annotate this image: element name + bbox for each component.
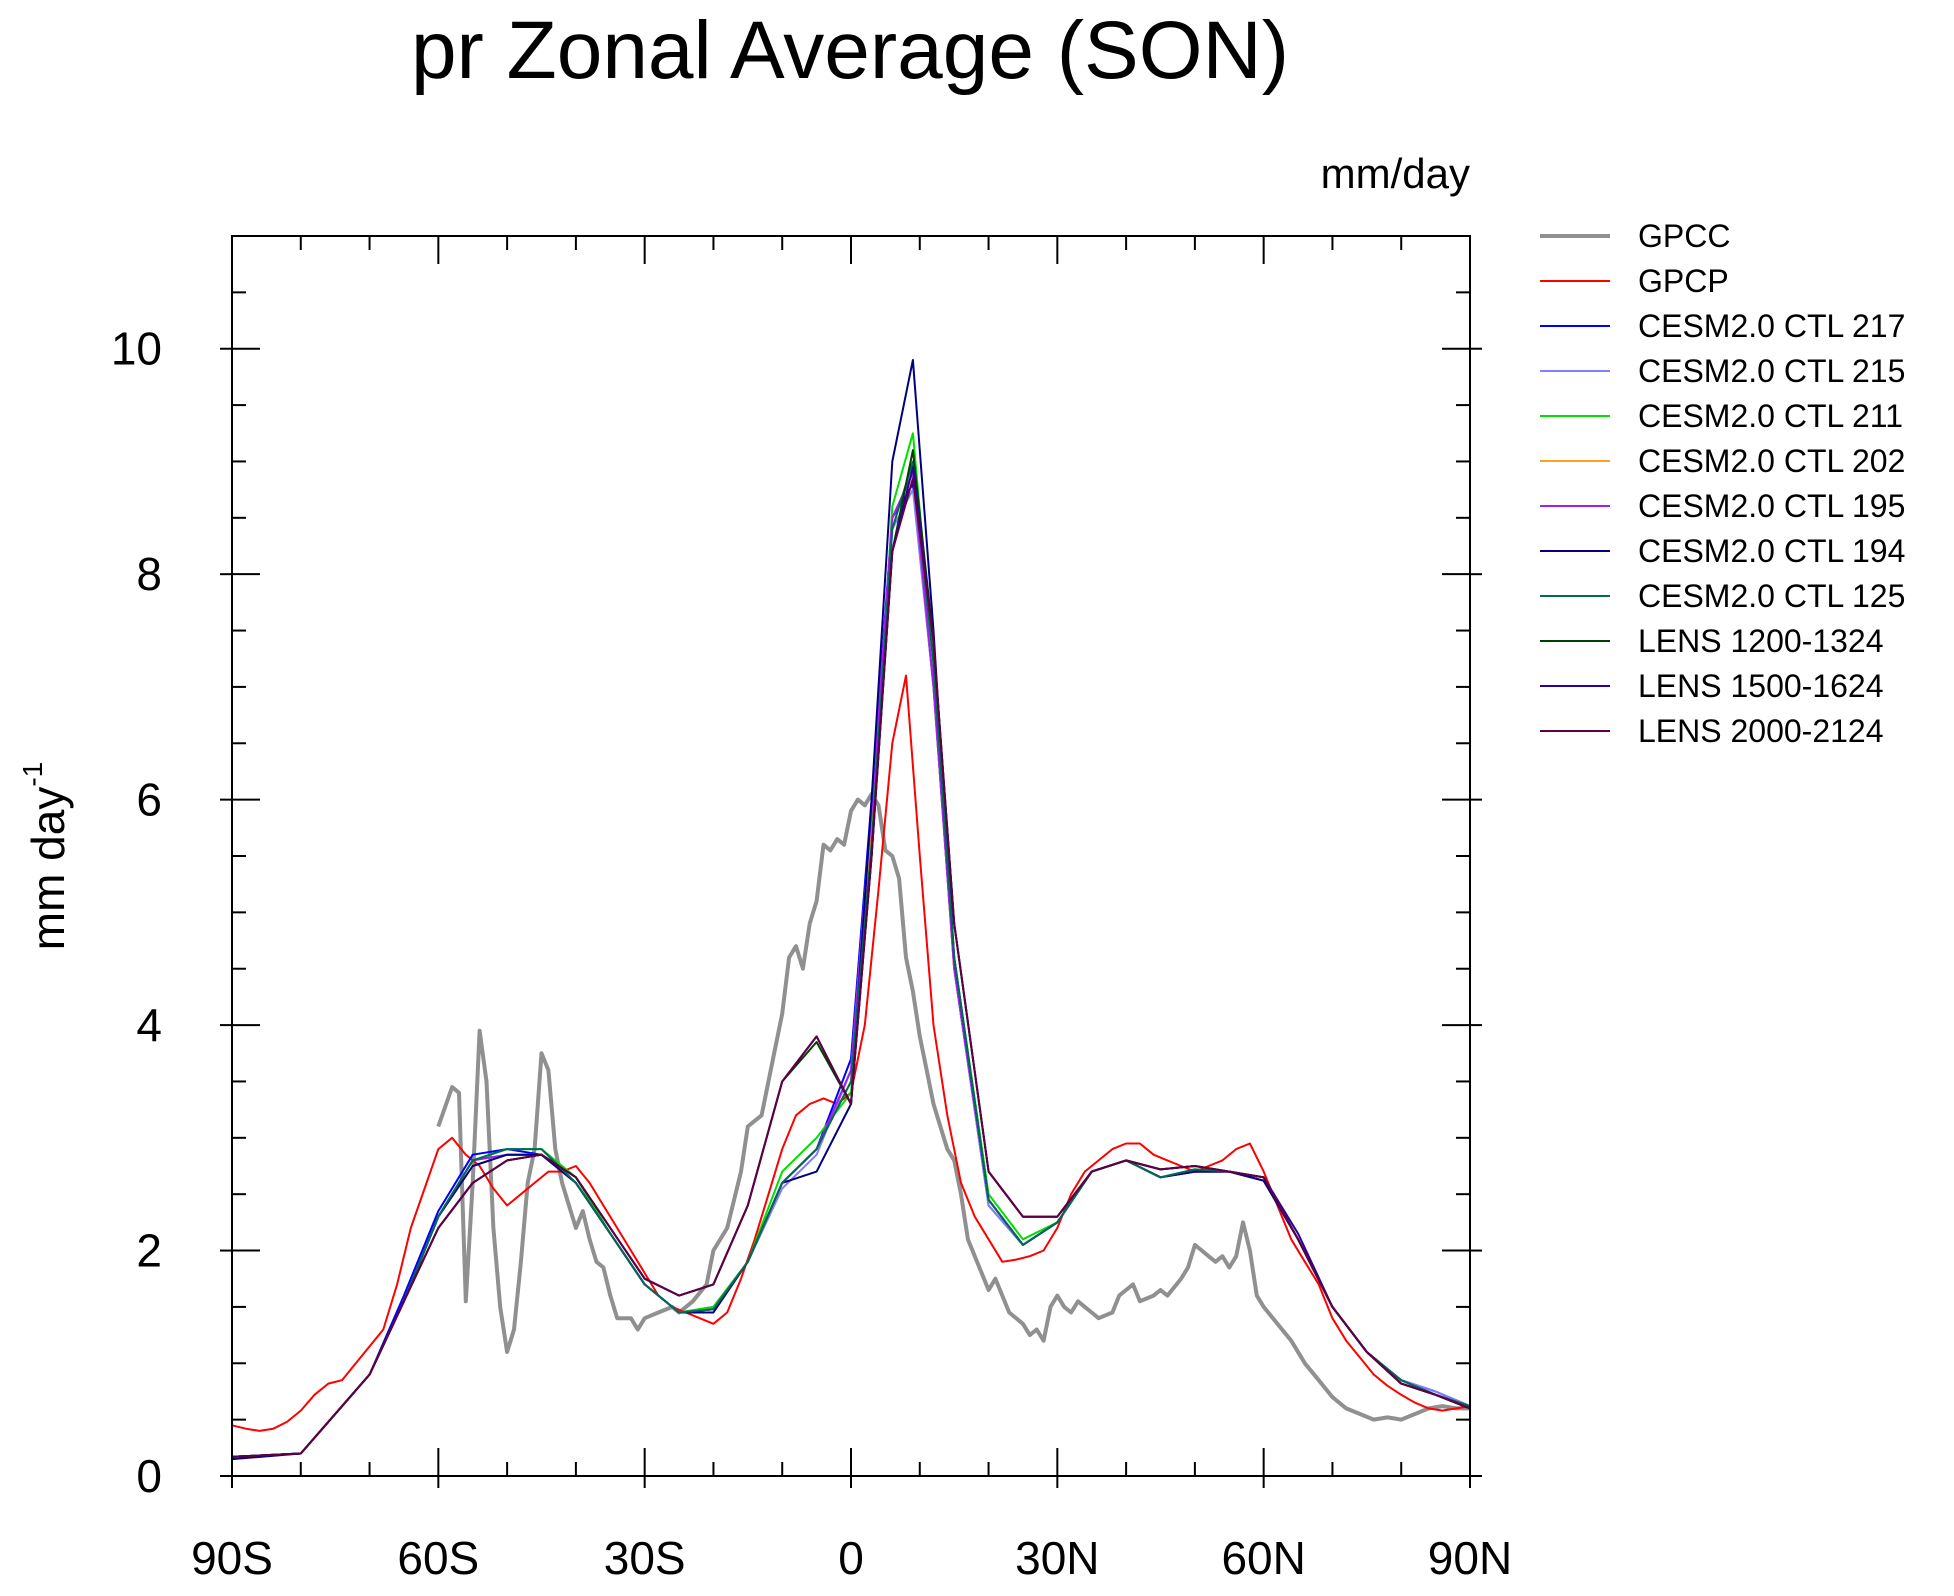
series-line-lens-1200-1324	[231, 449, 1471, 1458]
units-label: mm/day	[1321, 150, 1470, 197]
series-line-cesm2-0-ctl-215	[231, 488, 1471, 1458]
y-tick-label: 6	[136, 774, 162, 826]
x-tick-labels: 90S 60S 30S 0 30N 60N 90N	[191, 1532, 1512, 1584]
legend-label: CESM2.0 CTL 211	[1638, 398, 1903, 434]
legend-label: CESM2.0 CTL 194	[1638, 533, 1905, 569]
x-tick-label: 60N	[1221, 1532, 1305, 1584]
legend: GPCC GPCP CESM2.0 CTL 217 CESM2.0 CTL 215 CE…	[1540, 218, 1905, 749]
series-line-cesm2-0-ctl-211	[231, 432, 1471, 1458]
series-lines	[231, 359, 1471, 1461]
y-tick-label: 10	[111, 323, 162, 375]
series-line-cesm2-0-ctl-195	[231, 471, 1471, 1458]
y-tick-labels: 0 2 4 6 8 10	[111, 323, 162, 1502]
series-line-cesm2-0-ctl-125	[231, 460, 1471, 1458]
chart-title: pr Zonal Average (SON)	[411, 5, 1289, 96]
legend-label: LENS 2000-2124	[1638, 713, 1884, 749]
y-tick-label: 2	[136, 1225, 162, 1277]
legend-label: LENS 1500-1624	[1638, 668, 1884, 704]
axis-ticks	[220, 235, 1482, 1488]
legend-label: CESM2.0 CTL 125	[1638, 578, 1905, 614]
series-line-lens-1500-1624	[231, 466, 1471, 1458]
legend-label: GPCP	[1638, 263, 1729, 299]
y-tick-label: 0	[136, 1450, 162, 1502]
x-tick-label: 60S	[397, 1532, 479, 1584]
x-tick-label: 90N	[1428, 1532, 1512, 1584]
legend-label: CESM2.0 CTL 202	[1638, 443, 1905, 479]
x-tick-label: 0	[838, 1532, 864, 1584]
legend-label: LENS 1200-1324	[1638, 623, 1884, 659]
y-tick-label: 8	[136, 548, 162, 600]
series-line-cesm2-0-ctl-202	[231, 471, 1471, 1458]
x-tick-label: 30S	[604, 1532, 686, 1584]
series-line-cesm2-0-ctl-217	[231, 483, 1471, 1458]
y-axis-label: mm day-1	[17, 762, 74, 951]
legend-label: GPCC	[1638, 218, 1730, 254]
y-tick-label: 4	[136, 999, 162, 1051]
x-tick-label: 90S	[191, 1532, 273, 1584]
legend-label: CESM2.0 CTL 215	[1638, 353, 1905, 389]
x-tick-label: 30N	[1015, 1532, 1099, 1584]
legend-label: CESM2.0 CTL 195	[1638, 488, 1905, 524]
legend-label: CESM2.0 CTL 217	[1638, 308, 1905, 344]
plot-frame	[231, 235, 1471, 1477]
series-line-gpcc	[436, 792, 1470, 1422]
series-line-lens-2000-2124	[231, 477, 1471, 1458]
series-line-cesm2-0-ctl-194	[231, 359, 1471, 1461]
